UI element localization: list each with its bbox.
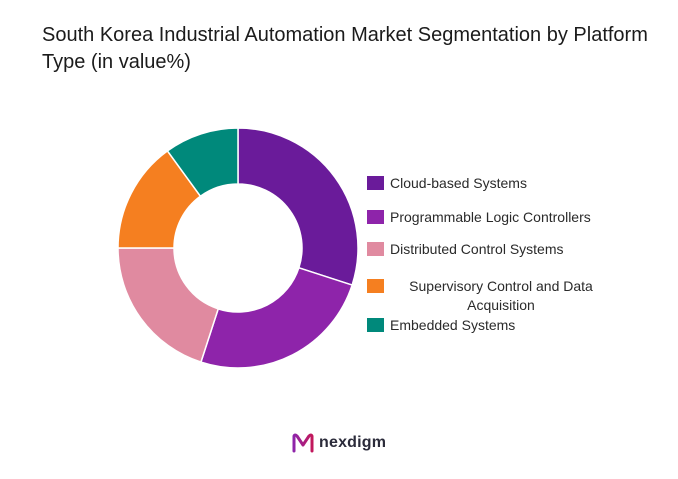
nexdigm-logo-icon [292,433,314,453]
legend-item-embedded-systems: Embedded Systems [367,316,657,335]
brand-logo: nexdigm [291,432,386,454]
chart-title: South Korea Industrial Automation Market… [42,24,648,73]
legend-item-cloud-based-systems: Cloud-based Systems [367,174,657,193]
donut-slice-distributed-control-systems [117,247,220,364]
legend-label: Cloud-based Systems [390,175,527,191]
donut-slice-programmable-logic-controllers [199,266,354,369]
legend-swatch [367,176,384,190]
legend-swatch [367,279,384,293]
legend-item-supervisory-control-and-data-acquisition: Supervisory Control and Data Acquisition [367,277,657,315]
donut-slice-embedded-systems [166,127,239,198]
legend-swatch [367,318,384,332]
donut-slice-cloud-based-systems [237,127,359,287]
legend-label: Programmable Logic Controllers [390,209,591,225]
legend-label: Distributed Control Systems [390,241,564,257]
legend-label: Embedded Systems [390,317,516,333]
legend-swatch [367,242,384,256]
legend-swatch [367,210,384,224]
legend-item-programmable-logic-controllers: Programmable Logic Controllers [367,208,657,227]
legend-item-distributed-control-systems: Distributed Control Systems [367,240,657,259]
legend-label: Supervisory Control and Data Acquisition [409,278,593,313]
brand-name: nexdigm [319,434,387,451]
